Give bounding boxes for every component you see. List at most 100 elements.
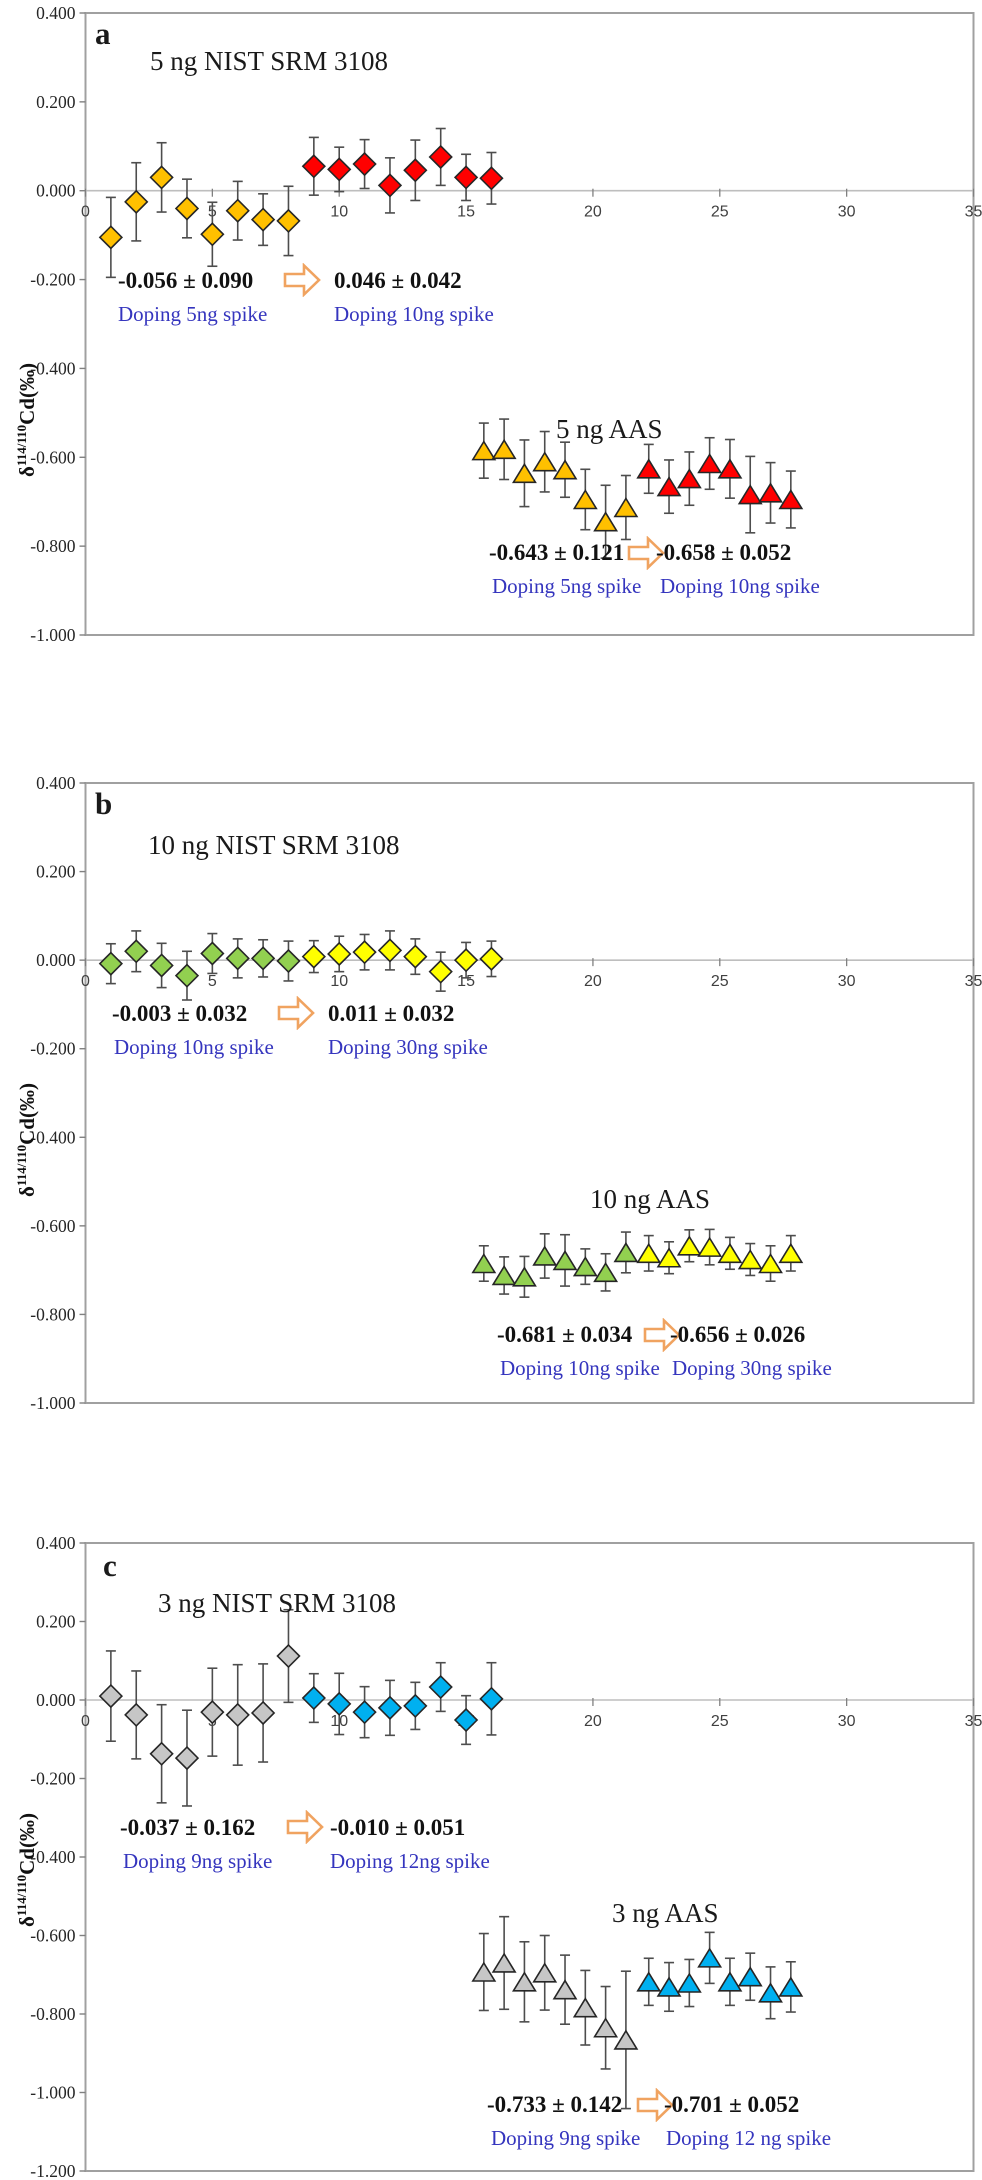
triangle-marker bbox=[758, 1982, 783, 2003]
panel-b-nist-mean-before: -0.003 ± 0.032 bbox=[112, 1001, 248, 1026]
panel-c-series-3 bbox=[636, 1931, 804, 2020]
panel-a-series-3 bbox=[636, 436, 804, 534]
y-tick-label: 0.200 bbox=[36, 92, 76, 112]
y-tick-label: -0.600 bbox=[30, 447, 75, 467]
doping-arrow-icon bbox=[283, 262, 321, 298]
y-tick-label: -1.000 bbox=[30, 625, 75, 645]
diamond-marker bbox=[250, 207, 276, 232]
diamond-marker bbox=[276, 208, 301, 234]
diamond-marker bbox=[200, 941, 225, 966]
panel-c-series-1 bbox=[301, 1661, 504, 1746]
panel-b-aas-mean-after: -0.656 ± 0.026 bbox=[670, 1322, 806, 1347]
triangle-marker bbox=[613, 496, 639, 518]
y-tick-label: -1.000 bbox=[30, 2083, 75, 2103]
panel-b-title: 10 ng NIST SRM 3108 bbox=[148, 830, 400, 860]
diamond-marker bbox=[124, 189, 149, 214]
triangle-marker bbox=[676, 1235, 702, 1256]
triangle-marker bbox=[656, 476, 682, 497]
triangle-marker bbox=[572, 1256, 598, 1277]
panel-c-series-2 bbox=[471, 1915, 639, 2110]
panel-a-title: 5 ng NIST SRM 3108 bbox=[150, 46, 389, 76]
x-tick-label: 25 bbox=[711, 204, 729, 221]
y-tick-label: -0.200 bbox=[30, 1769, 75, 1789]
panel-a-box bbox=[84, 12, 975, 636]
y-tick-label: -0.200 bbox=[30, 270, 75, 290]
triangle-marker bbox=[758, 482, 783, 503]
diamond-marker bbox=[428, 144, 453, 170]
y-tick-label: 0.000 bbox=[36, 181, 76, 201]
panel-c-letter: c bbox=[103, 1548, 117, 1583]
x-tick-label: 0 bbox=[81, 973, 90, 990]
panel-c-nist-mean-after: -0.010 ± 0.051 bbox=[330, 1815, 466, 1840]
diamond-marker bbox=[149, 953, 174, 978]
triangle-marker bbox=[636, 1971, 662, 1992]
triangle-marker bbox=[511, 1971, 537, 1992]
y-tick-label: -0.200 bbox=[30, 1039, 75, 1059]
x-tick-label: 20 bbox=[584, 1713, 602, 1730]
diamond-marker bbox=[250, 1700, 276, 1726]
y-tick-label: -1.200 bbox=[30, 2161, 75, 2180]
panel-a-nist-doping-before: Doping 5ng spike bbox=[118, 302, 268, 326]
diamond-marker bbox=[479, 1686, 504, 1711]
panel-a-nist-doping-after: Doping 10ng spike bbox=[334, 302, 494, 326]
triangle-marker bbox=[758, 1252, 783, 1274]
triangle-marker bbox=[532, 451, 558, 472]
panel-b-aas-label: 10 ng AAS bbox=[590, 1184, 711, 1214]
panel-a-letter: a bbox=[95, 16, 111, 51]
y-tick-label: 0.200 bbox=[36, 862, 76, 882]
panel-c-aas-label: 3 ng AAS bbox=[612, 1898, 719, 1928]
x-tick-label: 10 bbox=[330, 204, 348, 221]
triangle-marker bbox=[778, 488, 804, 510]
diamond-marker bbox=[149, 165, 174, 190]
panel-c-aas-mean-after: -0.701 ± 0.052 bbox=[664, 2092, 800, 2117]
diamond-marker bbox=[98, 1683, 124, 1709]
diamond-marker bbox=[225, 946, 250, 971]
triangle-marker bbox=[676, 1972, 702, 1993]
triangle-marker bbox=[593, 2017, 619, 2038]
diamond-marker bbox=[352, 1700, 377, 1725]
x-tick-label: 30 bbox=[838, 973, 856, 990]
panel-b-series-0 bbox=[98, 930, 301, 1001]
diamond-marker bbox=[174, 963, 200, 988]
panel-a-aas-doping-after: Doping 10ng spike bbox=[660, 574, 820, 598]
triangle-marker bbox=[552, 1979, 578, 2000]
diamond-marker bbox=[149, 1741, 174, 1766]
diamond-marker bbox=[403, 944, 428, 969]
triangle-marker bbox=[552, 459, 578, 480]
y-axis-label: δ114/110Cd(‰) bbox=[14, 363, 39, 477]
triangle-marker bbox=[491, 1264, 517, 1286]
triangle-marker bbox=[532, 1962, 558, 1983]
panel-b-series-3 bbox=[636, 1228, 804, 1283]
panel-b-aas-doping-before: Doping 10ng spike bbox=[500, 1356, 660, 1380]
triangle-marker bbox=[697, 1947, 723, 1968]
diamond-marker bbox=[276, 1643, 301, 1669]
diamond-marker bbox=[377, 1695, 403, 1720]
diamond-marker bbox=[301, 944, 326, 969]
x-tick-label: 0 bbox=[81, 204, 90, 221]
y-tick-label: -0.600 bbox=[30, 1216, 75, 1236]
doping-arrow-icon bbox=[636, 2087, 674, 2123]
diamond-marker bbox=[453, 165, 479, 190]
x-tick-label: 25 bbox=[711, 1713, 729, 1730]
diamond-marker bbox=[453, 948, 479, 973]
panel-a-series-2 bbox=[471, 418, 639, 559]
diamond-marker bbox=[352, 151, 377, 177]
panel-b-aas-mean-before: -0.681 ± 0.034 bbox=[497, 1322, 633, 1347]
triangle-marker bbox=[697, 1236, 723, 1257]
x-tick-label: 10 bbox=[330, 973, 348, 990]
panel-a: 0.400 0.200 0.000 -0.200 -0.400 -0.600 -0.800 -… bbox=[30, 3, 982, 645]
panel-c-nist-mean-before: -0.037 ± 0.162 bbox=[120, 1815, 256, 1840]
triangle-marker bbox=[593, 1261, 619, 1283]
diamond-marker bbox=[403, 1693, 428, 1719]
triangle-marker bbox=[717, 1242, 743, 1264]
triangle-marker bbox=[656, 1976, 682, 1997]
triangle-marker bbox=[471, 440, 497, 461]
diamond-marker bbox=[301, 1685, 326, 1711]
panel-a-aas-mean-after: -0.658 ± 0.052 bbox=[656, 540, 792, 565]
y-tick-label: 0.400 bbox=[36, 1533, 76, 1553]
panel-b-letter: b bbox=[95, 786, 113, 821]
panel-b-nist-doping-after: Doping 30ng spike bbox=[328, 1035, 488, 1059]
x-tick-label: 35 bbox=[965, 204, 982, 221]
diamond-marker bbox=[200, 1700, 225, 1725]
y-tick-label: -0.800 bbox=[30, 536, 75, 556]
